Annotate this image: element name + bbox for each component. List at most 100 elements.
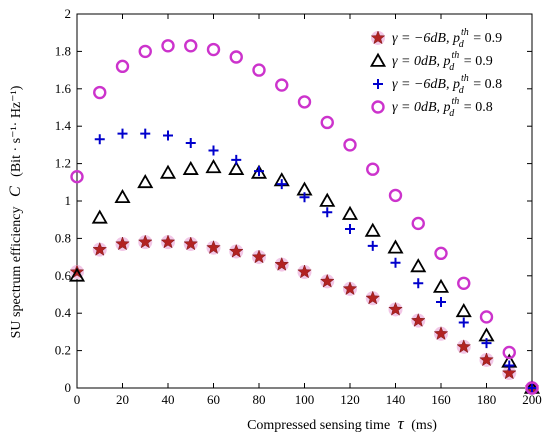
data-point-circle: [297, 95, 312, 109]
x-axis-label: Compressed sensing time τ (ms): [247, 414, 437, 433]
series-4: [70, 39, 539, 395]
data-point-star: [228, 243, 244, 258]
series-3: [94, 128, 537, 393]
legend-entry: γ = 0dB, pth d = 0.8: [392, 96, 493, 119]
data-point-plus: [436, 296, 446, 307]
data-point-plus: [527, 383, 537, 393]
data-point-triangle: [364, 222, 381, 237]
x-tick-label: 0: [74, 392, 81, 407]
data-point-plus: [390, 257, 401, 268]
x-tick-label: 100: [295, 392, 315, 407]
data-point-triangle: [205, 159, 222, 174]
y-tick-label: 0.6: [55, 268, 72, 283]
data-point-triangle: [341, 205, 359, 220]
data-point-plus: [481, 338, 492, 349]
data-point-triangle: [455, 303, 472, 318]
data-point-triangle: [114, 188, 131, 204]
y-tick-label: 0.2: [55, 343, 71, 358]
data-point-triangle: [68, 267, 86, 282]
data-point-star: [160, 234, 176, 249]
data-point-circle: [252, 63, 266, 77]
x-tick-label: 20: [116, 392, 129, 407]
data-point-plus: [367, 240, 378, 251]
data-point-plus: [140, 128, 151, 139]
y-tick-label: 0.8: [55, 230, 71, 245]
data-point-star: [69, 264, 85, 279]
data-point-plus: [299, 192, 310, 203]
legend-marker-triangle: [369, 52, 387, 67]
y-axis-label: SU spectrum efficiency C (Bit · s⁻¹· Hz⁻…: [7, 85, 24, 338]
data-point-star: [183, 236, 199, 251]
data-point-plus: [185, 138, 196, 149]
data-point-circle: [525, 381, 539, 395]
data-point-plus: [504, 360, 515, 371]
data-point-circle: [275, 78, 289, 92]
data-point-circle: [320, 115, 334, 130]
data-point-star: [433, 326, 449, 340]
y-tick-label: 1: [65, 193, 72, 208]
data-point-plus: [208, 145, 219, 156]
x-tick-label: 120: [340, 392, 360, 407]
data-point-star: [92, 241, 108, 256]
data-point-plus: [345, 224, 355, 235]
legend-marker-star: [370, 30, 386, 45]
y-tick-label: 0: [65, 380, 72, 395]
data-point-circle: [138, 44, 152, 59]
x-tick-label: 40: [162, 392, 175, 407]
data-point-star: [251, 249, 267, 264]
data-point-circle: [206, 42, 221, 57]
data-point-circle: [229, 50, 243, 64]
data-point-plus: [254, 166, 264, 177]
data-point-star: [410, 312, 426, 327]
data-point-plus: [413, 278, 424, 289]
data-point-star: [137, 234, 153, 249]
x-tick-label: 60: [207, 392, 220, 407]
legend-marker-plus: [373, 79, 383, 89]
data-point-plus: [322, 207, 333, 218]
y-tick-label: 2: [65, 6, 72, 21]
data-point-circle: [161, 39, 175, 53]
data-point-triangle: [228, 160, 245, 175]
data-point-circle: [93, 85, 107, 100]
data-point-circle: [388, 188, 403, 203]
data-point-star: [319, 273, 335, 288]
data-point-circle: [343, 138, 357, 152]
data-point-plus: [117, 128, 128, 139]
data-point-circle: [115, 59, 130, 74]
y-tick-label: 1.6: [55, 81, 72, 96]
y-tick-label: 1.4: [55, 118, 72, 133]
data-point-triangle: [387, 239, 404, 254]
legend-marker-circle: [371, 100, 385, 114]
data-point-star: [501, 365, 517, 380]
data-point-star: [388, 301, 403, 316]
x-tick-label: 160: [431, 392, 451, 407]
data-point-star: [206, 240, 221, 254]
data-point-star: [342, 281, 358, 296]
data-point-triangle: [432, 278, 450, 293]
axes: [76, 13, 533, 389]
x-tick-label: 180: [477, 392, 497, 407]
data-point-circle: [457, 276, 471, 290]
x-tick-label: 80: [253, 392, 266, 407]
y-tick-label: 0.4: [55, 305, 72, 320]
data-point-circle: [366, 162, 380, 176]
data-point-circle: [479, 310, 494, 324]
data-point-circle: [184, 39, 198, 53]
data-point-star: [115, 236, 130, 251]
data-point-circle: [70, 169, 84, 184]
data-series: [68, 39, 541, 395]
legend-entry: γ = −6dB, pth d = 0.9: [392, 27, 502, 50]
data-point-star: [456, 339, 472, 354]
series-2: [68, 159, 541, 394]
legend-entry: γ = −6dB, pth d = 0.8: [392, 73, 502, 96]
data-point-star: [479, 352, 494, 367]
data-point-star: [365, 290, 381, 305]
legend: γ = −6dB, pth d = 0.9γ = 0dB, pth d = 0.9γ…: [369, 27, 502, 119]
data-point-plus: [458, 317, 469, 328]
data-point-circle: [502, 345, 516, 360]
data-point-star: [274, 256, 290, 271]
data-point-triangle: [137, 173, 154, 189]
data-point-triangle: [159, 164, 177, 179]
data-point-triangle: [91, 209, 108, 224]
